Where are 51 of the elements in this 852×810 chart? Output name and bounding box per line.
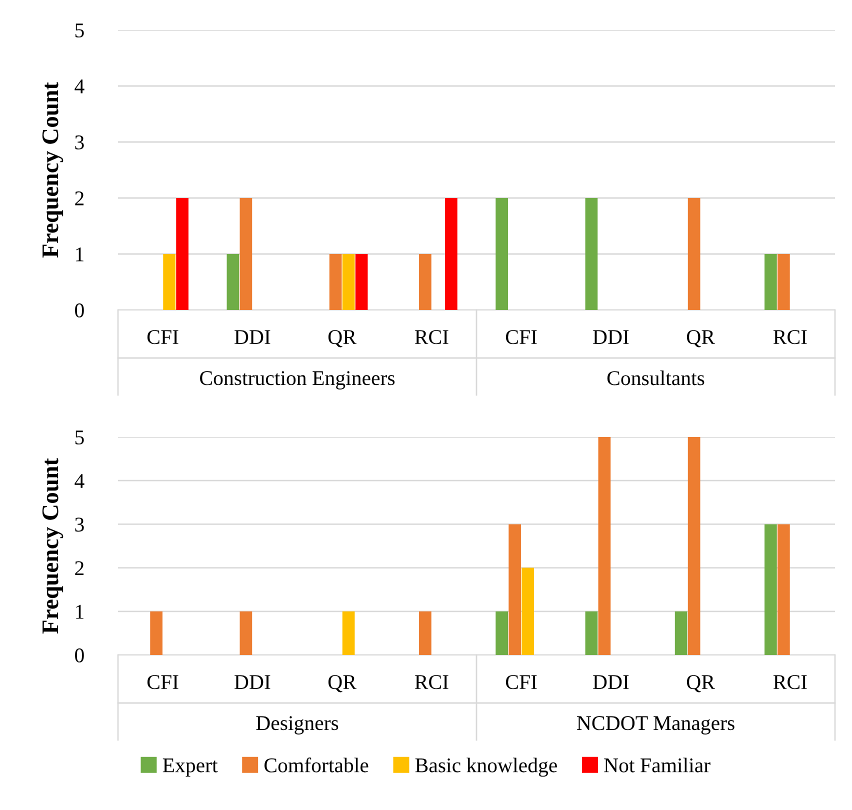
x-tick-label: RCI [773, 330, 807, 344]
y-tick-label: 3 [75, 135, 84, 150]
legend-label: Basic knowledge [415, 758, 557, 777]
y-tick-label: 4 [74, 80, 84, 94]
x-tick-label: QR [686, 675, 715, 692]
bar [496, 611, 508, 655]
x-tick-label: DDI [234, 330, 270, 344]
bar [778, 524, 790, 655]
bar [688, 437, 700, 655]
x-tick-label: CFI [506, 675, 537, 690]
x-tick-label: QR [328, 330, 356, 348]
text: NCDOT Managers [576, 716, 734, 734]
bar [598, 437, 611, 655]
text: Designers [256, 716, 338, 734]
y-tick-label: 2 [75, 191, 84, 206]
bar [150, 611, 162, 655]
bar [674, 611, 688, 655]
bar [508, 524, 521, 655]
y-tick-label: 5 [75, 430, 84, 444]
x-tick-label: DDI [593, 675, 629, 689]
legend-label: Comfortable [264, 758, 368, 772]
x-tick-label: RCI [414, 330, 448, 344]
y-axis-title: Frequency Count [42, 458, 64, 634]
bar [240, 611, 252, 655]
y-tick-label: 2 [75, 561, 84, 576]
text: Consultants [607, 370, 704, 386]
bar [764, 524, 777, 655]
bar [342, 611, 355, 655]
y-axis-title: Frequency Count [42, 82, 64, 258]
y-tick-label: 1 [76, 604, 84, 619]
y-tick-label: 5 [75, 24, 84, 38]
legend-label: Expert [162, 758, 218, 777]
x-tick-label: RCI [773, 675, 807, 690]
bar [419, 611, 432, 655]
x-tick-label: CFI [506, 330, 537, 344]
x-tick-label: CFI [147, 330, 178, 344]
x-tick-label: CFI [147, 675, 178, 690]
bar [522, 568, 534, 655]
y-tick-label: 4 [74, 474, 84, 488]
x-tick-label: RCI [414, 675, 448, 690]
x-tick-label: QR [686, 330, 715, 348]
y-tick-label: 1 [76, 247, 84, 262]
x-tick-label: QR [328, 675, 356, 692]
bar [585, 611, 598, 655]
y-tick-label: 3 [75, 518, 84, 532]
legend-label: Not Familiar [604, 758, 710, 772]
text: Construction Engineers [200, 371, 395, 390]
x-tick-label: DDI [593, 330, 629, 344]
y-tick-label: 0 [75, 648, 84, 662]
x-tick-label: DDI [234, 675, 270, 689]
y-tick-label: 0 [75, 303, 84, 318]
